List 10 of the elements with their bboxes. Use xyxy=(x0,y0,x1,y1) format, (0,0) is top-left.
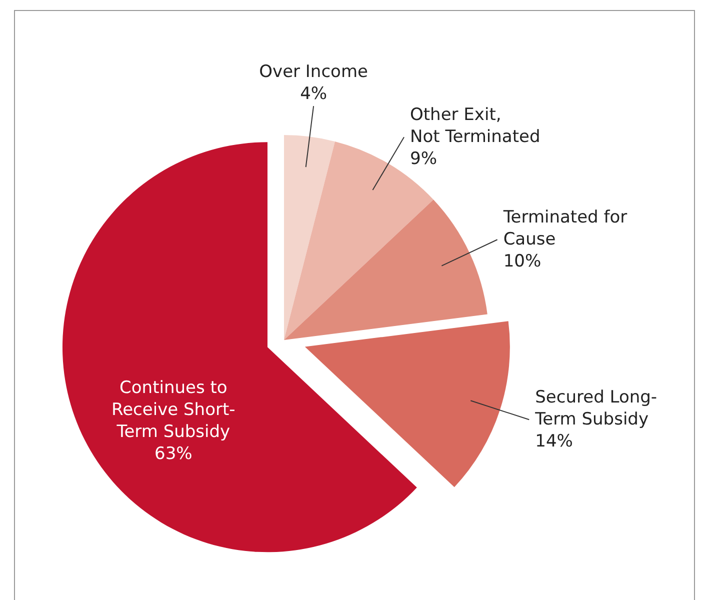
data-label: 4% xyxy=(300,84,328,104)
slice-label: Continues to Receive Short-Term Subsidy xyxy=(112,378,236,442)
slice-label: Over Income xyxy=(259,62,368,82)
slice-label: Other Exit, Not Terminated xyxy=(410,105,540,148)
data-label: 9% xyxy=(410,149,437,170)
data-label: 10% xyxy=(503,252,542,272)
slice-label: Terminated for Cause xyxy=(502,208,628,250)
data-label: 14% xyxy=(535,432,573,452)
slice-label: Secured Long-Term Subsidy xyxy=(534,388,658,430)
data-label: 63% xyxy=(154,444,192,464)
